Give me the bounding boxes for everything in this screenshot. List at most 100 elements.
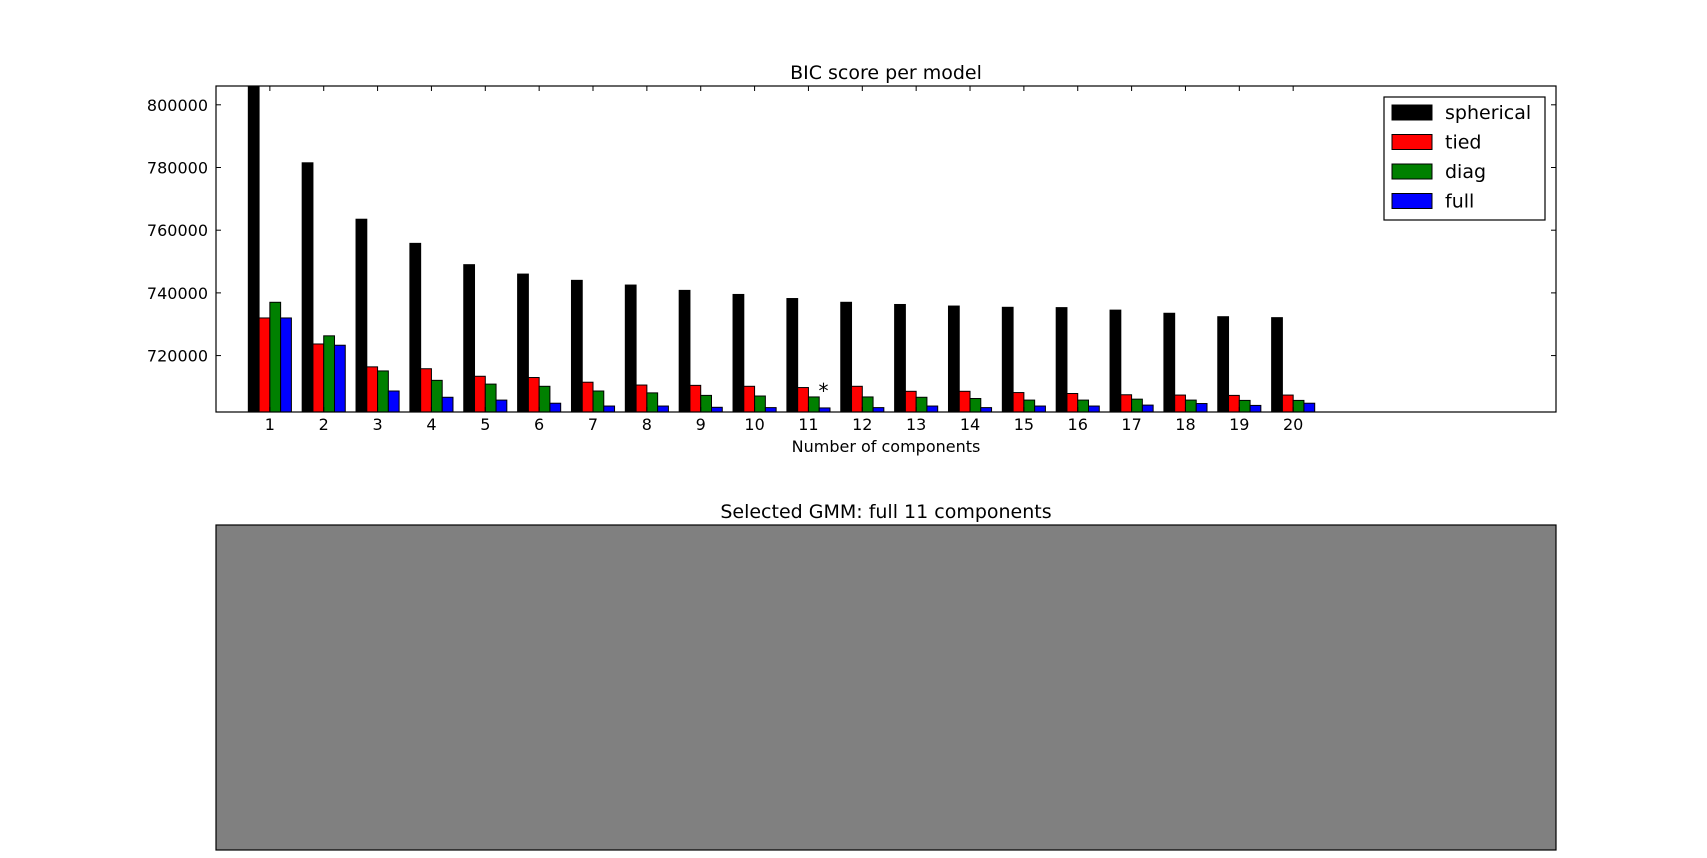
bar-diag-19	[1238, 399, 1251, 413]
bar-diag-9	[700, 394, 712, 413]
x-tick-label: 15	[1014, 415, 1034, 434]
x-tick-label: 12	[852, 415, 872, 434]
bar-spherical-8	[624, 284, 637, 413]
x-tick-label: 1	[265, 415, 275, 434]
x-tick-label: 13	[906, 415, 926, 434]
bar-full-7	[603, 405, 616, 413]
x-axis-ticks: 1 2 3 4 5 6 7 8 9 10 11 12 13 14 15 16 17 18 19 20	[265, 86, 1303, 434]
bar-full-5	[495, 399, 508, 413]
bar-spherical-3	[355, 218, 368, 413]
x-tick-label: 3	[372, 415, 382, 434]
bar-diag-7	[592, 390, 605, 413]
bars-layer	[247, 85, 1316, 413]
bar-full-17	[1141, 404, 1154, 413]
bar-full-13	[926, 405, 939, 413]
bar-diag-6	[538, 385, 551, 413]
bar-full-6	[549, 402, 562, 413]
bar-tied-18	[1174, 394, 1186, 413]
bar-spherical-11	[786, 298, 799, 413]
bar-tied-14	[958, 390, 971, 413]
bar-tied-9	[689, 384, 702, 413]
bar-tied-2	[312, 343, 325, 413]
bar-spherical-10	[732, 293, 745, 413]
bar-full-16	[1088, 405, 1100, 413]
bar-diag-17	[1131, 398, 1143, 413]
bar-full-10	[764, 407, 777, 413]
y-axis-ticks: 720000 740000 760000 780000 800000	[147, 96, 1556, 366]
bar-diag-5	[484, 383, 497, 413]
x-tick-label: 9	[696, 415, 706, 434]
bar-spherical-15	[1001, 306, 1014, 413]
bic-chart-title: BIC score per model	[790, 62, 982, 84]
bar-tied-8	[635, 384, 648, 413]
bar-tied-17	[1120, 394, 1133, 413]
bar-full-4	[441, 396, 454, 413]
bar-diag-18	[1184, 399, 1197, 413]
bar-spherical-14	[947, 305, 960, 413]
bar-diag-8	[646, 392, 659, 413]
legend-label-full: full	[1445, 191, 1474, 213]
x-tick-label: 8	[642, 415, 652, 434]
bar-tied-10	[743, 385, 756, 413]
best-model-annotation: *	[819, 379, 829, 403]
bar-full-15	[1034, 405, 1046, 413]
legend-label-diag: diag	[1445, 161, 1486, 183]
bic-plot-frame	[215, 85, 1557, 413]
bar-spherical-5	[463, 264, 476, 413]
x-tick-label: 5	[480, 415, 490, 434]
legend-swatch-tied	[1391, 134, 1433, 150]
bar-diag-2	[323, 335, 335, 413]
legend-label-tied: tied	[1445, 132, 1481, 154]
bar-tied-12	[851, 385, 863, 413]
bar-spherical-12	[840, 301, 853, 413]
x-tick-label: 20	[1283, 415, 1303, 434]
legend: spherical tied diag full	[1383, 96, 1546, 221]
bar-diag-13	[915, 396, 928, 413]
bar-tied-1	[258, 317, 271, 413]
bar-tied-13	[904, 390, 917, 413]
legend-label-spherical: spherical	[1445, 102, 1531, 124]
bar-spherical-18	[1163, 312, 1176, 413]
y-tick-label: 800000	[147, 96, 208, 115]
bar-spherical-4	[409, 242, 422, 413]
bar-diag-3	[377, 370, 389, 413]
bar-diag-10	[754, 395, 766, 413]
bar-diag-1	[269, 301, 282, 413]
bic-chart: BIC score per model 72000074000076000078…	[147, 62, 1557, 456]
x-tick-label: 17	[1121, 415, 1141, 434]
bar-spherical-17	[1109, 309, 1122, 413]
bar-spherical-16	[1055, 307, 1068, 413]
bar-diag-4	[430, 379, 443, 413]
legend-swatch-spherical	[1391, 104, 1433, 121]
bar-spherical-19	[1217, 316, 1230, 413]
gmm-panel-title: Selected GMM: full 11 components	[720, 501, 1051, 523]
x-tick-label: 14	[960, 415, 980, 434]
gmm-plot-area	[215, 524, 1557, 851]
bar-full-14	[980, 407, 993, 413]
bar-diag-14	[969, 398, 982, 413]
legend-swatch-diag	[1391, 163, 1433, 180]
y-tick-label: 720000	[147, 347, 208, 366]
bar-tied-11	[797, 387, 809, 413]
bar-spherical-6	[517, 273, 529, 413]
bar-full-18	[1195, 403, 1208, 413]
x-tick-label: 2	[319, 415, 329, 434]
legend-entries: spherical tied diag full	[1391, 102, 1531, 213]
legend-swatch-full	[1391, 193, 1433, 209]
bar-spherical-9	[678, 289, 691, 413]
bar-tied-6	[527, 377, 540, 413]
x-tick-label: 16	[1068, 415, 1088, 434]
bar-tied-20	[1281, 394, 1294, 413]
bar-tied-19	[1228, 394, 1240, 413]
bar-full-9	[711, 406, 723, 413]
bar-tied-3	[366, 366, 379, 413]
bar-full-3	[387, 390, 400, 413]
annotations-layer: *	[819, 379, 829, 403]
y-tick-label: 740000	[147, 284, 208, 303]
bar-tied-4	[420, 368, 432, 413]
bar-tied-15	[1012, 392, 1025, 413]
gmm-panel: Selected GMM: full 11 components	[215, 501, 1557, 851]
x-tick-label: 11	[798, 415, 818, 434]
x-tick-label: 19	[1229, 415, 1249, 434]
